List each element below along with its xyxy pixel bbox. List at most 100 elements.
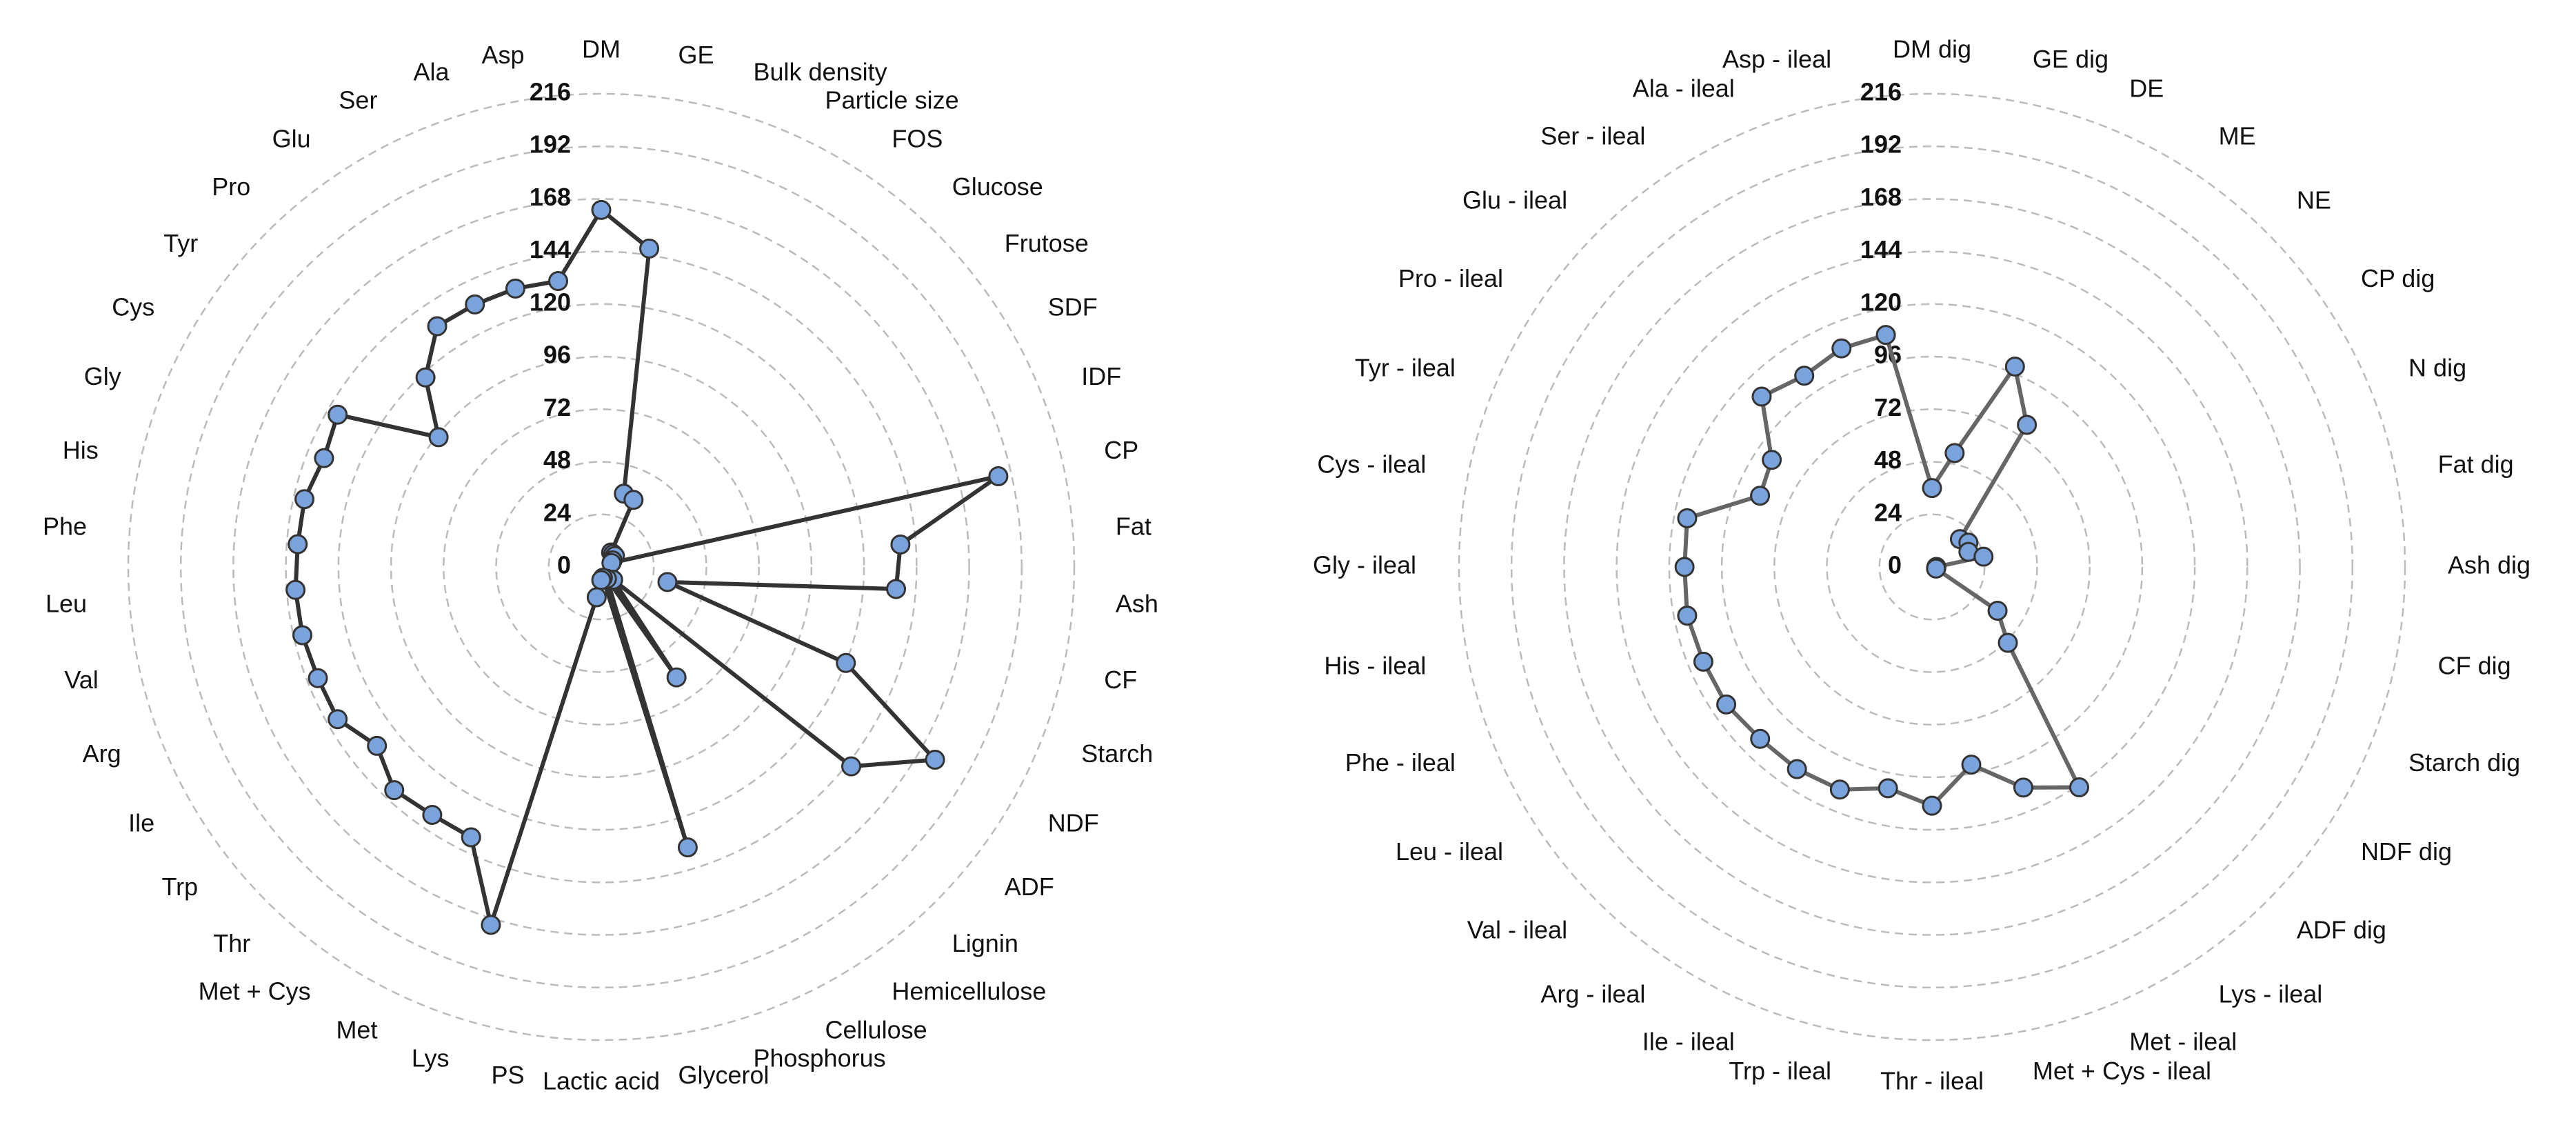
category-label: Hemicellulose [892, 977, 1046, 1006]
data-point [2069, 777, 2089, 798]
category-label: Leu - ileal [1396, 837, 1503, 866]
category-label: Glycerol [678, 1061, 769, 1089]
category-label: Lys [412, 1044, 450, 1072]
category-label: ADF dig [2297, 915, 2386, 944]
category-label: Starch dig [2408, 748, 2520, 777]
data-point [1875, 325, 1896, 346]
data-point [308, 668, 328, 688]
category-label: N dig [2408, 353, 2466, 381]
category-label: Phe - ileal [1345, 748, 1456, 777]
category-label: Met - ileal [2129, 1028, 2237, 1056]
data-point [1693, 651, 1713, 672]
grid-ring [285, 250, 918, 884]
category-label: Tyr - ileal [1355, 353, 1456, 381]
radar-chart: 0 24 48 72 96 120 144 168 192 216 DM GE Bulk density… [43, 35, 1158, 1095]
data-point [1750, 486, 1771, 506]
category-label: Cys [112, 293, 154, 321]
r-tick-label: 144 [1860, 235, 1902, 263]
data-point [1961, 755, 1982, 775]
r-tick-label: 72 [543, 393, 571, 421]
grid-ring [337, 303, 865, 831]
data-point [1831, 338, 1852, 359]
data-point [422, 804, 443, 825]
category-label: Pro [212, 172, 250, 201]
data-point [2004, 357, 2025, 377]
category-label: NE [2297, 186, 2331, 215]
grid-ring [1616, 250, 2248, 884]
category-label: Bulk density [753, 58, 887, 86]
category-label: Phosphorus [753, 1044, 885, 1072]
data-point [292, 625, 313, 646]
category-label: Thr [213, 929, 250, 957]
category-label: CP dig [2361, 264, 2435, 292]
data-point [1926, 558, 1946, 579]
grid-ring [1826, 461, 2038, 673]
category-label: Lys - ileal [2219, 979, 2323, 1008]
data-point [1922, 795, 1942, 816]
data-point [1677, 508, 1698, 528]
data-point [1878, 778, 1898, 799]
data-point [285, 579, 306, 600]
category-label: Ser [339, 86, 377, 114]
data-point [2013, 777, 2033, 798]
category-label: IDF [1081, 362, 1121, 390]
r-tick-label: 216 [530, 78, 571, 106]
category-label: ADF [1005, 872, 1054, 901]
grid-ring [443, 408, 760, 726]
category-label: Trp [162, 872, 199, 901]
category-label: His [63, 436, 99, 464]
data-point [328, 404, 348, 425]
data-point [1922, 478, 1942, 499]
r-tick-label: 24 [1874, 498, 1902, 526]
category-label: PS [491, 1061, 524, 1089]
data-point [1674, 557, 1695, 577]
r-tick-label: 192 [1860, 130, 1902, 159]
data-point [841, 756, 862, 777]
category-label: GE [678, 41, 714, 69]
data-point [657, 572, 678, 592]
category-label: DM [582, 35, 621, 63]
data-point [461, 827, 481, 848]
category-label: His - ileal [1324, 651, 1426, 679]
series-line [293, 208, 1000, 927]
category-label: Met + Cys [199, 977, 311, 1006]
data-point [890, 534, 911, 555]
data-point [886, 579, 907, 599]
category-label: Ile [128, 809, 154, 837]
data-point [1677, 606, 1698, 626]
category-label: Cys - ileal [1317, 450, 1426, 479]
data-point [294, 489, 315, 510]
r-tick-label: 72 [1874, 393, 1902, 421]
category-label: Val [64, 666, 98, 694]
r-tick-label: 0 [1888, 551, 1902, 579]
category-label: Ash [1116, 589, 1158, 617]
category-label: Thr - ileal [1880, 1067, 1984, 1095]
r-tick-label: 168 [530, 183, 571, 211]
grid-ring [179, 145, 1023, 989]
category-label: Ser - ileal [1540, 122, 1645, 150]
category-label: CF dig [2438, 651, 2511, 679]
category-label: Arg [83, 739, 121, 768]
category-label: Particle size [825, 86, 959, 114]
data-point [548, 270, 569, 291]
category-label: Ala [413, 58, 450, 86]
category-label: DM dig [1893, 35, 1971, 63]
r-tick-label: 48 [543, 446, 571, 474]
category-label: Glu [272, 124, 311, 152]
r-tick-label: 144 [530, 235, 571, 263]
category-label: Tyr [163, 229, 198, 257]
category-label: Trp - ileal [1729, 1057, 1831, 1085]
data-point [677, 837, 698, 858]
data-point [586, 587, 607, 608]
category-label: Met + Cys - ileal [2033, 1057, 2211, 1085]
data-point [639, 238, 660, 259]
data-point [925, 749, 945, 770]
grid-ring [1668, 303, 2196, 831]
grid-ring [1458, 92, 2406, 1041]
r-tick-label: 120 [530, 288, 571, 316]
data-point [367, 735, 388, 756]
category-label: Lactic acid [543, 1067, 660, 1095]
r-tick-label: 24 [543, 498, 571, 526]
category-label: CF [1104, 666, 1137, 694]
grid-ring [1720, 355, 2144, 779]
